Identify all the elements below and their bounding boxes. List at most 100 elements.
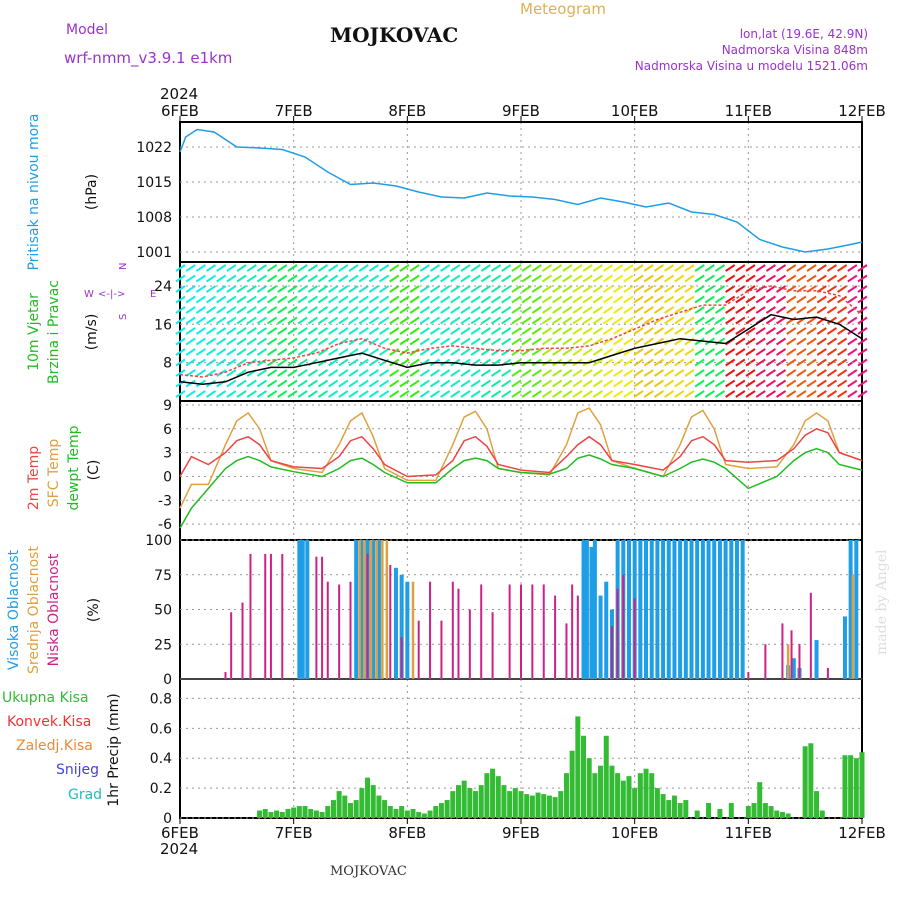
sfc-title: SFC Temp (46, 439, 62, 508)
wind-barb (522, 265, 531, 271)
wind-barb (665, 286, 674, 292)
wind-barb (186, 286, 195, 292)
wind-barb (583, 328, 592, 334)
wind-barb (675, 391, 684, 397)
precip-bar (263, 809, 268, 818)
y-tick-label: 1015 (136, 175, 172, 191)
wind-barb (512, 349, 521, 355)
wind-barb (400, 370, 409, 376)
wind-barb (390, 339, 399, 345)
wind-barb (604, 276, 613, 282)
wind-barb (207, 307, 216, 313)
wind-barb (736, 339, 745, 345)
wind-barb (329, 297, 338, 303)
wind-barb (827, 328, 836, 334)
wind-barb (380, 349, 389, 355)
legend-hail: Grad (68, 787, 102, 803)
wind-barb (705, 318, 714, 324)
wind-barb (624, 297, 633, 303)
precip-bar (348, 803, 353, 818)
cloud-bar (577, 596, 579, 679)
wind-barb (237, 339, 246, 345)
cloud-bar (617, 589, 619, 679)
y-tick-label: 0.8 (150, 691, 172, 707)
cloud-bar (650, 540, 654, 679)
wind-barb (532, 339, 541, 345)
wind-barb (247, 328, 256, 334)
wind-barb (532, 286, 541, 292)
precip-bar (303, 806, 308, 818)
wind-barb (329, 349, 338, 355)
panel-frame (180, 122, 862, 262)
wind-barb (746, 318, 755, 324)
wind-barb (451, 381, 460, 387)
precip-bar (507, 791, 512, 818)
wind-barb (573, 339, 582, 345)
wind-barb (298, 297, 307, 303)
wind-barb (777, 391, 786, 397)
wind-barb (563, 286, 572, 292)
wind-barb (583, 370, 592, 376)
wind-barb (807, 276, 816, 282)
y-tick-label: 1022 (136, 140, 172, 156)
wind-barb (512, 318, 521, 324)
wind-barb (583, 297, 592, 303)
wind-barb (726, 318, 735, 324)
wind-barb (359, 297, 368, 303)
precip-bar (757, 782, 762, 818)
wind-barb (542, 328, 551, 334)
wind-barb (777, 265, 786, 271)
wind-barb (644, 265, 653, 271)
wind-barb (665, 381, 674, 387)
precip-bar (626, 776, 631, 818)
wind-barb (563, 297, 572, 303)
wind-barb (492, 328, 501, 334)
wind-barb (726, 381, 735, 387)
wind-barb (817, 307, 826, 313)
wind-barb (807, 328, 816, 334)
wind-barb (736, 349, 745, 355)
wind-barb (471, 370, 480, 376)
wind-barb (451, 318, 460, 324)
wind-barb (481, 297, 490, 303)
wind-barb (278, 286, 287, 292)
wind-barb (430, 391, 439, 397)
wind-barb (817, 381, 826, 387)
wind-barb (807, 265, 816, 271)
precip-bar (649, 773, 654, 818)
wind-barb (298, 381, 307, 387)
wind-barb (644, 276, 653, 282)
wind-barb (461, 276, 470, 282)
wind-barb (217, 297, 226, 303)
wind-barb (196, 328, 205, 334)
cloud-bar (644, 540, 648, 679)
y-tick-label: 6 (163, 422, 172, 438)
wind-barb (349, 286, 358, 292)
wind-barb (746, 276, 755, 282)
wind-barb (715, 286, 724, 292)
wind-barb (838, 318, 847, 324)
wind-barb (634, 265, 643, 271)
wind-barb (583, 307, 592, 313)
precip-bar (257, 811, 262, 818)
cloud-bar (386, 540, 389, 679)
wind-barb (573, 286, 582, 292)
wind-barb (492, 318, 501, 324)
cloud-bar (224, 672, 226, 679)
wind-barb (827, 276, 836, 282)
wind-barb (654, 265, 663, 271)
wind-barb (349, 328, 358, 334)
wind-barb (237, 276, 246, 282)
wind-barb (654, 286, 663, 292)
wind-barb (502, 318, 511, 324)
precip-bar (462, 781, 467, 818)
cloud-bar (452, 582, 454, 679)
compass-w: W (84, 289, 94, 300)
bottom-x-tick-label: 8FEB (388, 824, 426, 842)
wind-barb (634, 307, 643, 313)
wind-barb (339, 286, 348, 292)
wind-barb (848, 307, 857, 313)
wind-barb (522, 318, 531, 324)
wind-barb (512, 265, 521, 271)
wind-barb (542, 339, 551, 345)
